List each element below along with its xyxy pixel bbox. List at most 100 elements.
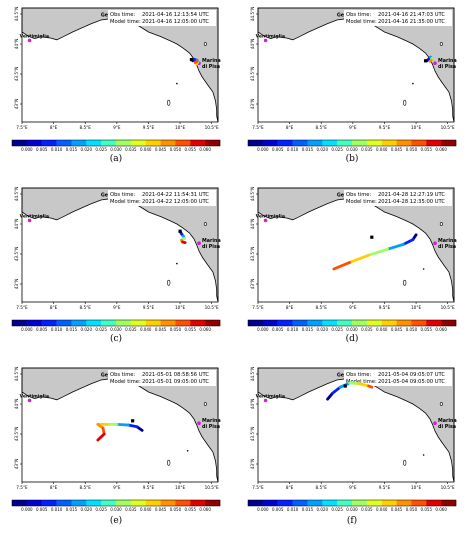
- colorbar-swatch: [262, 140, 278, 146]
- colorbar-swatch: [307, 500, 323, 506]
- colorbar-swatch: [205, 320, 221, 326]
- map-figure: 7.5°E 8°E 8.5°E 9°E 9.5°E 10°E 10.5°E 44.5°N 44°…: [11, 7, 221, 152]
- colorbar-swatch: [366, 500, 382, 506]
- reference-dot: [176, 82, 178, 85]
- colorbar-swatch: [12, 140, 28, 146]
- colorbar-swatch: [426, 500, 442, 506]
- lat-tick-label: 44°N: [250, 39, 255, 50]
- obs-time-label: Obs time:: [110, 192, 135, 198]
- time-box: [344, 190, 452, 206]
- ventimiglia-marker: [27, 218, 32, 223]
- map-frame: [21, 187, 219, 303]
- colorbar-tick-label: 0.005: [36, 327, 48, 332]
- colorbar-tick-label: 0.030: [346, 327, 358, 332]
- lon-tick-label: 10°E: [175, 305, 185, 310]
- panel-caption: (c): [109, 334, 123, 344]
- lon-tick-label: 9°E: [349, 125, 357, 130]
- obs-time-value: 2021-04-16 21:47:03 UTC: [378, 12, 445, 18]
- island-icon: [167, 279, 171, 286]
- lon-tick-label: 10°E: [175, 125, 185, 130]
- land-area: [257, 187, 455, 303]
- lat-tick-label: 44°N: [250, 219, 255, 230]
- map-panel-b: 7.5°E 8°E 8.5°E 9°E 9.5°E 10°E 10.5°E 44.5°N 44°…: [244, 4, 460, 176]
- lon-tick-label: 9.5°E: [143, 305, 155, 310]
- lon-tick-label: 8°E: [286, 125, 294, 130]
- reference-dot: [186, 450, 189, 452]
- place-label-ventimiglia: Ventimiglia: [20, 213, 49, 219]
- lon-tick-label: 8.5°E: [316, 125, 328, 130]
- lon-tick-label: 10.5°E: [205, 305, 219, 310]
- colorbar-swatch: [426, 140, 442, 146]
- colorbar-tick-label: 0.000: [21, 507, 33, 512]
- colorbar-swatch: [86, 140, 102, 146]
- colorbar-swatch: [56, 140, 72, 146]
- island-icon: [167, 459, 171, 466]
- colorbar-swatch: [41, 140, 57, 146]
- panel-caption: (d): [345, 334, 359, 344]
- colorbar-tick-label: 0.060: [199, 147, 211, 152]
- lon-tick-label: 8°E: [286, 305, 294, 310]
- land-area: [21, 367, 219, 483]
- colorbar-swatch: [396, 320, 412, 326]
- colorbar-tick-label: 0.060: [435, 327, 447, 332]
- lon-tick-label: 9.5°E: [143, 485, 155, 490]
- lon-tick-label: 9°E: [113, 125, 121, 130]
- lon-tick-label: 8°E: [286, 485, 294, 490]
- colorbar-frame: [11, 319, 221, 327]
- colorbar-tick-label: 0.060: [435, 147, 447, 152]
- lat-tick-label: 43.5°N: [250, 247, 255, 262]
- colorbar-tick-label: 0.030: [346, 147, 358, 152]
- island-icon: [439, 402, 443, 406]
- colorbar-swatch: [175, 320, 191, 326]
- colorbar-tick-label: 0.020: [81, 507, 93, 512]
- colorbar-swatch: [277, 320, 293, 326]
- colorbar-tick-label: 0.045: [155, 507, 167, 512]
- colorbar-tick-label: 0.000: [257, 147, 269, 152]
- colorbar-tick-label: 0.005: [272, 327, 284, 332]
- colorbar-swatch: [262, 320, 278, 326]
- place-label-di-pisa: di Pisa: [438, 244, 456, 250]
- lon-tick-label: 9°E: [113, 485, 121, 490]
- colorbar-swatch: [396, 140, 412, 146]
- colorbar-tick-label: 0.015: [302, 327, 314, 332]
- trajectory-segment: [386, 243, 405, 251]
- colorbar-frame: [11, 139, 221, 147]
- colorbar-swatch: [145, 500, 161, 506]
- colorbar-tick-label: 0.055: [421, 507, 433, 512]
- map-panel-f: 7.5°E 8°E 8.5°E 9°E 9.5°E 10°E 10.5°E 44.5°N 44°…: [244, 364, 460, 536]
- island-icon: [167, 99, 171, 106]
- lon-tick-label: 8.5°E: [80, 125, 92, 130]
- colorbar-swatch: [307, 140, 323, 146]
- colorbar-swatch: [248, 320, 264, 326]
- colorbar-swatch: [205, 140, 221, 146]
- colorbar-tick-label: 0.005: [36, 507, 48, 512]
- colorbar-tick-label: 0.050: [406, 147, 418, 152]
- lon-tick-label: 10.5°E: [441, 305, 455, 310]
- colorbar-swatch: [175, 140, 191, 146]
- map-figure: 7.5°E 8°E 8.5°E 9°E 9.5°E 10°E 10.5°E 44.5°N 44°…: [247, 187, 457, 332]
- colorbar-tick-label: 0.055: [421, 327, 433, 332]
- obs-time-label: Obs time:: [110, 12, 135, 18]
- trajectory-segment: [348, 253, 371, 264]
- place-label-marina: Marina: [438, 418, 457, 424]
- colorbar-tick-label: 0.025: [95, 507, 107, 512]
- colorbar-swatch: [396, 500, 412, 506]
- land-area: [257, 367, 455, 483]
- land-area: [21, 7, 219, 123]
- trajectory-segment: [181, 240, 187, 244]
- obs-time-value: 2021-04-22 11:54:31 UTC: [142, 192, 209, 198]
- model-time-label: Model time:: [110, 199, 141, 205]
- obs-time-label: Obs time:: [110, 372, 135, 378]
- lat-tick-label: 43°N: [250, 459, 255, 470]
- colorbar-tick-label: 0.060: [199, 507, 211, 512]
- lon-tick-label: 10°E: [411, 125, 421, 130]
- colorbar-tick-label: 0.055: [185, 507, 197, 512]
- colorbar-tick-label: 0.020: [81, 147, 93, 152]
- trajectory-segment: [367, 247, 390, 257]
- place-label-di-pisa: di Pisa: [202, 424, 220, 430]
- observation-square-marker: [178, 229, 182, 233]
- map-figure: 7.5°E 8°E 8.5°E 9°E 9.5°E 10°E 10.5°E 44.5°N 44°…: [247, 367, 457, 512]
- colorbar-tick-label: 0.035: [361, 507, 373, 512]
- colorbar-tick-label: 0.030: [110, 327, 122, 332]
- time-box: [344, 370, 452, 386]
